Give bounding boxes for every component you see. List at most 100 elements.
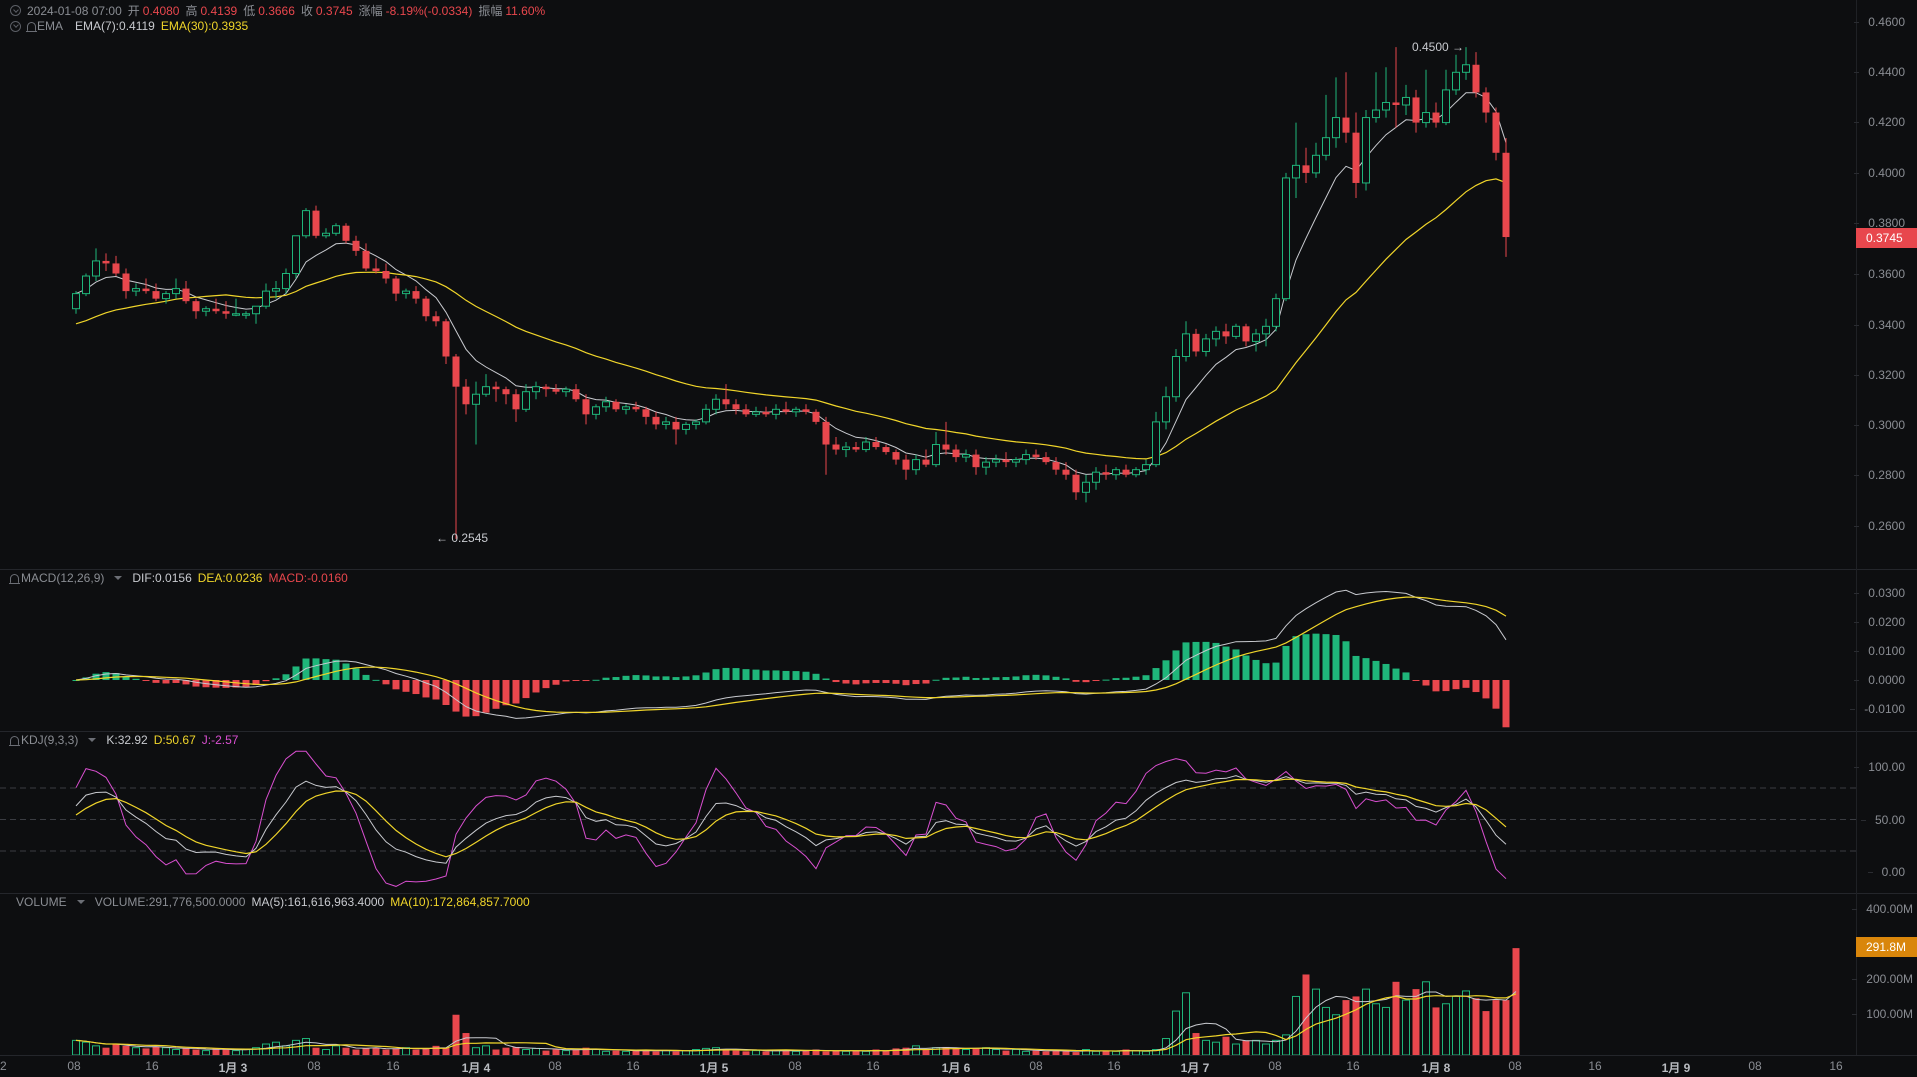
volume-ma10-value: MA(10):172,864,857.7000: [390, 895, 530, 909]
time-axis-divider: [0, 1055, 1917, 1056]
volume-ma5-value: MA(5):161,616,963.4000: [251, 895, 385, 909]
dropdown-caret-icon[interactable]: [76, 900, 85, 904]
ohlc-legend: 2024-01-08 07:00 开 0.4080 高 0.4139 低 0.3666…: [10, 2, 545, 19]
dropdown-caret-icon[interactable]: [114, 576, 123, 580]
close-label: 收: [300, 4, 313, 18]
dropdown-caret-icon[interactable]: [88, 738, 97, 742]
price-tick: 0.2600: [1854, 519, 1905, 533]
max-price-annotation: 0.4500 →: [1412, 40, 1465, 54]
current-price-tag: 0.3745: [1856, 228, 1917, 248]
volume-tick: 200.00M: [1852, 972, 1913, 986]
ema-indicator-toggle[interactable]: EMA: [26, 19, 64, 33]
time-tick: 1月 6: [941, 1061, 971, 1075]
macd-legend: MACD(12,26,9) DIF:0.0156 DEA:0.0236 MACD…: [9, 571, 348, 585]
time-tick: 16: [1346, 1059, 1360, 1073]
dif-value: DIF:0.0156: [132, 571, 192, 585]
d-value: D:50.67: [153, 733, 196, 747]
bell-icon[interactable]: [26, 21, 37, 32]
time-tick: 08: [1029, 1059, 1043, 1073]
volume-tick: 100.00M: [1852, 1007, 1913, 1021]
kdj-name: KDJ(9,3,3): [21, 733, 79, 747]
current-price-value: 0.3745: [1866, 231, 1903, 245]
volume-name: VOLUME: [16, 895, 67, 909]
candle-datetime: 2024-01-08 07:00: [27, 3, 122, 18]
open-label: 开: [127, 4, 140, 18]
bell-icon[interactable]: [9, 573, 20, 584]
price-tick: 0.4400: [1854, 65, 1905, 79]
open-value: 0.4080: [142, 3, 180, 18]
high-label: 高: [185, 4, 198, 18]
bell-icon[interactable]: [9, 735, 20, 746]
macd-tick: 0.0100: [1854, 644, 1905, 658]
panel-divider-kdj[interactable]: [0, 731, 1917, 732]
k-value: K:32.92: [106, 733, 148, 747]
ema30-value: EMA(30):0.3935: [160, 19, 249, 33]
time-tick: 08: [788, 1059, 802, 1073]
price-tick: 0.4200: [1854, 115, 1905, 129]
volume-tick: 400.00M: [1852, 902, 1913, 916]
close-value: 0.3745: [315, 3, 353, 18]
time-tick: 08: [548, 1059, 562, 1073]
time-tick: 1月 7: [1180, 1061, 1210, 1075]
min-price-annotation: ← 0.2545: [436, 531, 489, 545]
time-tick: 16: [386, 1059, 400, 1073]
price-tick: 0.4600: [1854, 15, 1905, 29]
dea-value: DEA:0.0236: [197, 571, 263, 585]
price-tick: 0.3800: [1854, 216, 1905, 230]
collapse-toggle-icon[interactable]: [10, 20, 21, 32]
time-tick: 16: [1829, 1059, 1843, 1073]
macd-tick: -0.0100: [1850, 702, 1905, 716]
time-tick: 16: [145, 1059, 159, 1073]
time-tick: 1月 5: [699, 1061, 729, 1075]
macd-name: MACD(12,26,9): [21, 571, 105, 585]
ema7-value: EMA(7):0.4119: [75, 19, 155, 33]
time-tick: 2: [0, 1059, 7, 1073]
time-tick: 1月 3: [218, 1061, 248, 1075]
price-tick: 0.2800: [1854, 468, 1905, 482]
volume-legend: VOLUME VOLUME:291,776,500.0000 MA(5):161…: [10, 895, 530, 909]
time-tick: 1月 8: [1421, 1061, 1451, 1075]
collapse-toggle-icon[interactable]: [10, 5, 21, 16]
price-tick: 0.3400: [1854, 318, 1905, 332]
kdj-legend: KDJ(9,3,3) K:32.92 D:50.67 J:-2.57: [9, 733, 239, 747]
price-tick: 0.3000: [1854, 418, 1905, 432]
low-value: 0.3666: [258, 3, 295, 18]
panel-divider-volume[interactable]: [0, 893, 1917, 894]
high-value: 0.4139: [200, 3, 238, 18]
amplitude-label: 振幅: [478, 4, 503, 18]
low-label: 低: [243, 4, 256, 18]
time-tick: 16: [866, 1059, 880, 1073]
change-value: -8.19%(-0.0334): [385, 3, 473, 18]
time-tick: 08: [307, 1059, 321, 1073]
time-tick: 1月 4: [461, 1061, 491, 1075]
kdj-tick: 100.00: [1854, 760, 1905, 774]
j-value: J:-2.57: [201, 733, 239, 747]
ema-name: EMA: [37, 19, 64, 33]
current-volume-value: 291.8M: [1866, 940, 1907, 954]
volume-value: VOLUME:291,776,500.0000: [94, 895, 246, 909]
macd-tick: 0.0000: [1854, 673, 1905, 687]
price-axis-line: [1856, 0, 1857, 1055]
macd-value: MACD:-0.0160: [268, 571, 348, 585]
time-tick: 16: [626, 1059, 640, 1073]
time-tick: 08: [1748, 1059, 1762, 1073]
amplitude-value: 11.60%: [505, 3, 546, 18]
chart-canvas[interactable]: [0, 0, 1856, 1055]
time-tick: 08: [1508, 1059, 1522, 1073]
price-tick: 0.3200: [1854, 368, 1905, 382]
time-tick: 16: [1107, 1059, 1121, 1073]
kdj-tick: 0.00: [1867, 865, 1905, 879]
macd-tick: 0.0200: [1854, 615, 1905, 629]
time-tick: 16: [1588, 1059, 1602, 1073]
time-tick: 08: [67, 1059, 81, 1073]
panel-divider-macd[interactable]: [0, 569, 1917, 570]
price-tick: 0.3600: [1854, 267, 1905, 281]
kdj-tick: 50.00: [1860, 813, 1905, 827]
time-tick: 08: [1268, 1059, 1282, 1073]
change-label: 涨幅: [358, 4, 383, 18]
current-volume-tag: 291.8M: [1856, 937, 1917, 957]
macd-tick: 0.0300: [1854, 586, 1905, 600]
price-tick: 0.4000: [1854, 166, 1905, 180]
time-tick: 1月 9: [1661, 1061, 1691, 1075]
ema-legend: EMA EMA(7):0.4119 EMA(30):0.3935: [10, 19, 248, 33]
